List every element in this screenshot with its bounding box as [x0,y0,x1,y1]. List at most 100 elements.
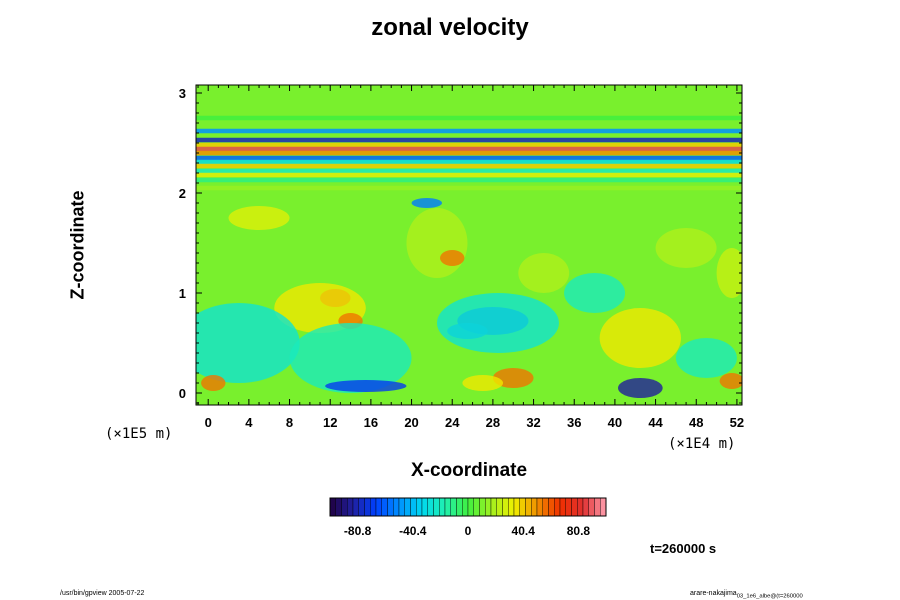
colorbar-cell-43 [577,497,584,517]
x-axis-unit: (×1E4 m) [668,436,736,452]
x-tick-label-1: 4 [245,415,253,430]
colorbar-cell-37 [542,497,549,517]
heatmap-feature-10 [440,250,465,266]
y-axis-unit: (×1E5 m) [105,426,173,442]
heatmap-feature-20 [228,206,290,230]
heatmap-feature-16 [201,375,226,391]
footer-author-sub: 03_1e6_albe@(t=260000 [736,593,803,600]
colorbar-cell-10 [387,497,394,517]
heatmap-feature-3 [196,303,300,383]
colorbar-cell-18 [433,497,440,517]
colorbar-cell-36 [536,497,543,517]
x-tick-label-0: 0 [205,415,212,430]
colorbar-cell-5 [358,497,365,517]
plot-frame [195,84,743,406]
heatmap-band-5 [196,150,742,156]
heatmap-feature-12 [599,308,681,368]
heatmap-band-11 [196,177,742,183]
x-tick-label-7: 28 [486,415,500,430]
colorbar-cell-9 [381,497,388,517]
heatmap-band-12 [196,185,742,191]
heatmap-feature-15 [462,375,504,391]
colorbar-cell-41 [565,497,572,517]
colorbar-cell-19 [439,497,446,517]
heatmap-band-3 [196,142,742,148]
x-tick-label-9: 36 [567,415,581,430]
colorbar-cell-13 [404,497,411,517]
heatmap-feature-19 [716,248,742,298]
footer-command: /usr/bin/gpview 2005-07-22 [60,590,145,597]
heatmap-feature-9 [406,208,468,278]
colorbar-cell-14 [410,497,417,517]
colorbar-tick-label-4: 80.8 [567,524,591,538]
colorbar-tick-label-0: -80.8 [344,524,372,538]
heatmap-feature-17 [719,373,742,389]
x-axis-label: X-coordinate [410,460,528,481]
heatmap-band-9 [196,168,742,174]
heatmap-band-7 [196,159,742,165]
heatmap-band-8 [196,163,742,169]
y-tick-label-0: 0 [179,386,186,401]
colorbar-cell-39 [554,497,561,517]
heatmap-band-4 [196,146,742,152]
colorbar-cell-33 [519,497,526,517]
colorbar-cell-3 [347,497,354,517]
colorbar-tick-label-1: -40.4 [399,524,427,538]
heatmap-band-2 [196,137,742,143]
heatmap-field [196,85,742,405]
colorbar: -80.8 -40.4 0 40.4 80.8 [329,497,607,538]
colorbar-cell-20 [444,497,451,517]
x-tick-label-3: 12 [323,415,337,430]
x-tick-label-4: 16 [364,415,378,430]
colorbar-cell-35 [531,497,538,517]
heatmap-feature-4 [289,323,412,393]
colorbar-cell-8 [375,497,382,517]
colorbar-tick-label-3: 40.4 [512,524,536,538]
colorbar-cell-22 [456,497,463,517]
colorbar-cell-38 [548,497,555,517]
colorbar-cell-25 [473,497,480,517]
y-tick-label-3: 3 [179,86,186,101]
colorbar-cell-34 [525,497,532,517]
colorbar-cell-6 [364,497,371,517]
colorbar-cell-1 [335,497,342,517]
heatmap-feature-13 [617,378,663,398]
x-tick-label-12: 48 [689,415,703,430]
heatmap-feature-21 [564,273,626,313]
colorbar-tick-label-2: 0 [465,524,472,538]
colorbar-cell-4 [352,497,359,517]
colorbar-cell-28 [490,497,497,517]
colorbar-cell-11 [393,497,400,517]
time-label: t=260000 s [650,541,717,556]
x-tick-label-10: 40 [608,415,622,430]
chart-title: zonal velocity [371,14,529,41]
colorbar-cell-7 [370,497,377,517]
heatmap-feature-22 [655,228,717,268]
heatmap-feature-18 [675,338,737,378]
colorbar-cell-42 [571,497,578,517]
heatmap-band-1 [196,128,742,134]
x-tick-label-11: 44 [648,415,663,430]
x-tick-label-5: 20 [404,415,418,430]
colorbar-cell-23 [462,497,469,517]
colorbar-cell-44 [582,497,589,517]
colorbar-cell-45 [588,497,595,517]
colorbar-cell-2 [341,497,348,517]
colorbar-cell-27 [485,497,492,517]
heatmap-feature-11 [411,198,443,208]
heatmap-feature-14 [492,368,534,388]
x-tick-label-8: 32 [526,415,540,430]
colorbar-cell-17 [427,497,434,517]
x-tick-label-13: 52 [730,415,744,430]
footer-author-name: arare-nakajima [690,590,737,597]
colorbar-cell-12 [398,497,405,517]
colorbar-cell-47 [600,497,607,517]
heatmap-feature-5 [325,380,407,392]
heatmap-band-10 [196,172,742,178]
colorbar-cell-46 [594,497,601,517]
heatmap-feature-8 [436,293,559,353]
colorbar-cell-40 [559,497,566,517]
x-tick-label-2: 8 [286,415,293,430]
colorbar-cell-26 [479,497,486,517]
